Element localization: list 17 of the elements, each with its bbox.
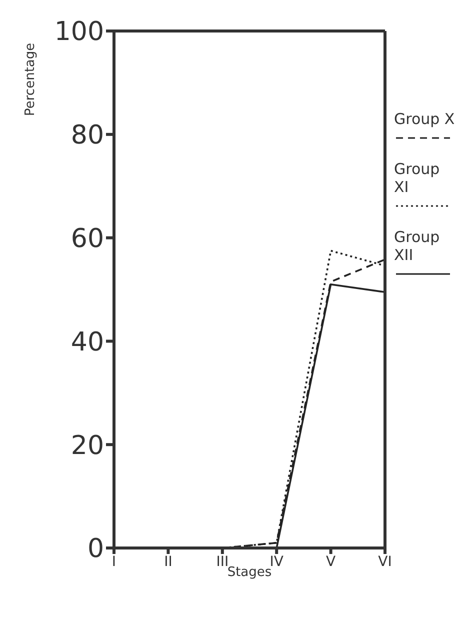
y-tick-label: 100 [54, 17, 104, 48]
y-tick-label: 0 [87, 534, 104, 564]
x-tick-label: I [112, 554, 116, 570]
y-tick-label: 60 [70, 224, 104, 254]
y-tick-label: 80 [70, 120, 104, 151]
x-tick-label: V [326, 554, 336, 570]
x-tick-label: III [216, 554, 229, 570]
y-tick-label: 40 [70, 327, 104, 358]
y-tick-label: 20 [70, 430, 104, 461]
x-axis-title: Stages [227, 565, 272, 580]
text: Group X [394, 110, 456, 128]
x-tick-label: VI [378, 554, 392, 570]
series-label: Group XII [394, 228, 441, 264]
x-tick-label: II [164, 554, 172, 570]
x-tick-label: IV [270, 554, 284, 570]
text: Group XI [394, 160, 441, 196]
y-axis-title: Percentage [23, 42, 38, 116]
